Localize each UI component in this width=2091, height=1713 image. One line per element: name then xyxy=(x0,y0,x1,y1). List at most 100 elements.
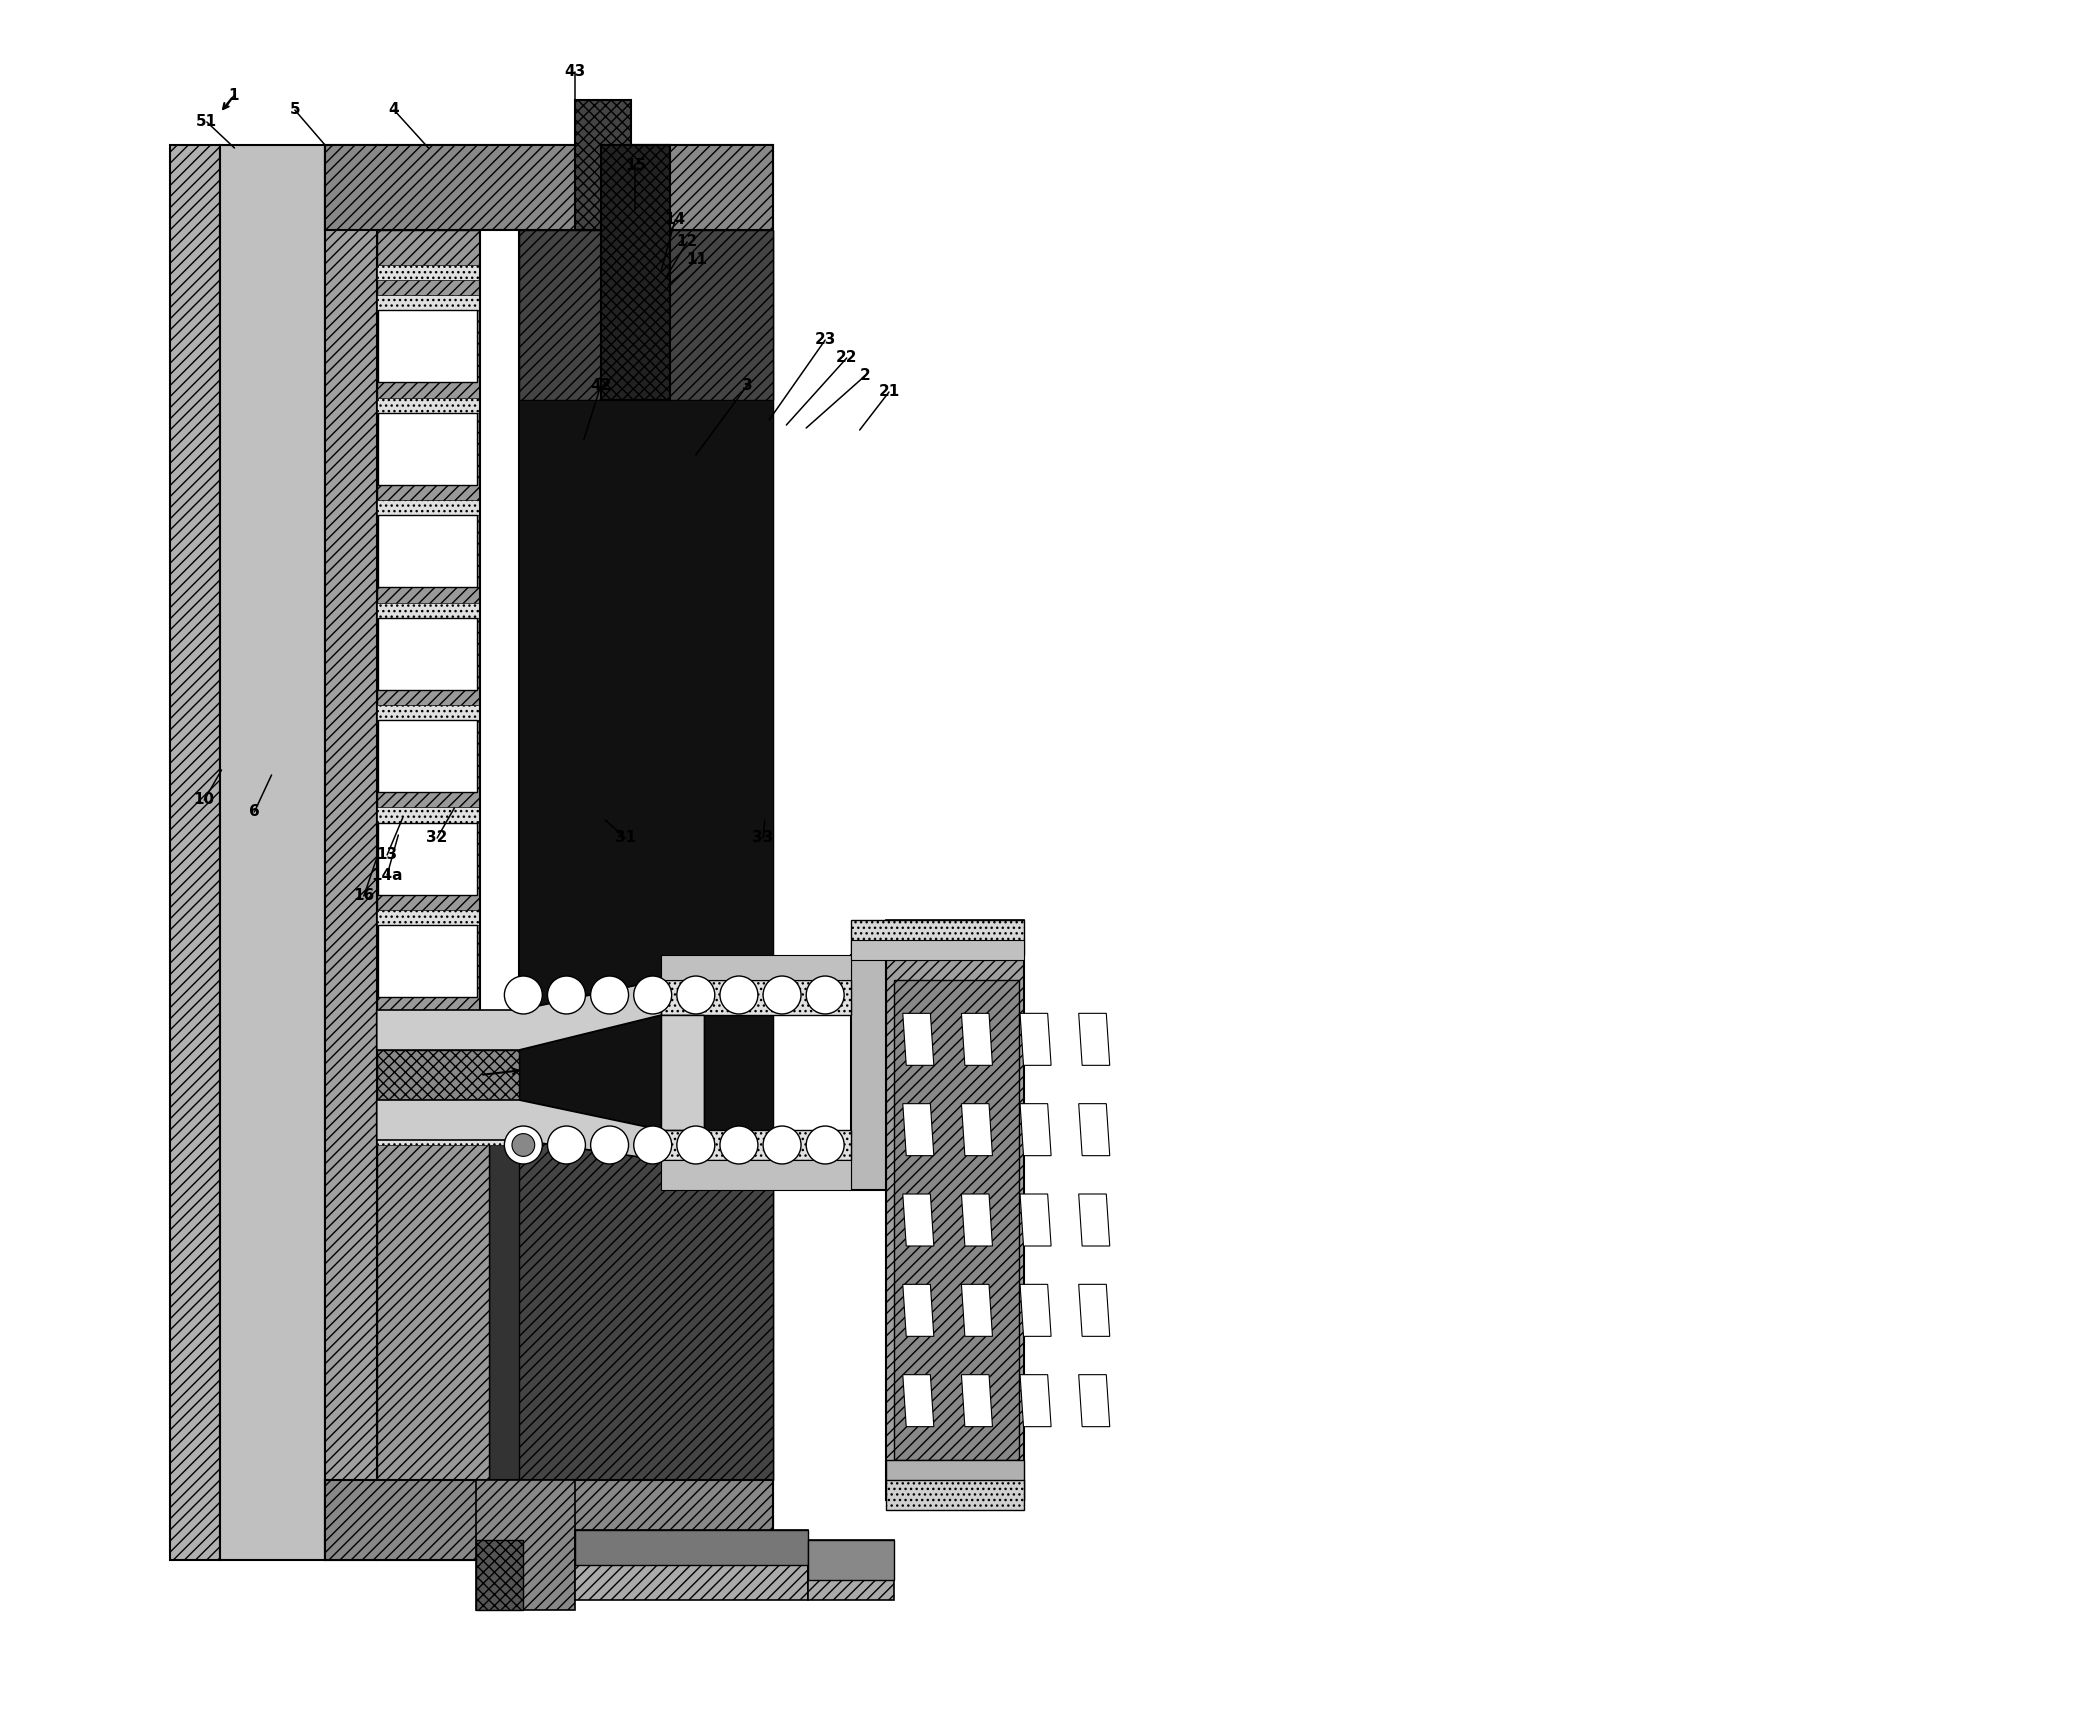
Text: 11: 11 xyxy=(686,252,707,267)
Circle shape xyxy=(504,976,542,1014)
Bar xyxy=(378,822,477,894)
Polygon shape xyxy=(1079,1194,1110,1245)
Bar xyxy=(661,1131,851,1160)
Text: 42: 42 xyxy=(590,377,613,392)
Bar xyxy=(807,1540,895,1600)
Polygon shape xyxy=(903,1194,935,1245)
Text: 14: 14 xyxy=(665,212,686,228)
Bar xyxy=(519,401,774,1131)
Bar xyxy=(575,99,631,230)
Bar xyxy=(376,807,481,822)
Polygon shape xyxy=(903,1374,935,1427)
Polygon shape xyxy=(376,980,661,1050)
Polygon shape xyxy=(903,1103,935,1156)
Bar xyxy=(477,1480,575,1610)
Bar xyxy=(575,1530,807,1600)
Bar xyxy=(481,230,519,1131)
Bar xyxy=(481,719,600,791)
Bar xyxy=(376,500,481,516)
Polygon shape xyxy=(962,1103,993,1156)
Text: 13: 13 xyxy=(376,848,397,863)
Bar xyxy=(884,959,1022,1501)
Bar xyxy=(324,1480,774,1561)
Bar xyxy=(575,1530,807,1566)
Bar xyxy=(895,980,1018,1459)
Polygon shape xyxy=(962,1194,993,1245)
Polygon shape xyxy=(1079,1285,1110,1336)
Bar xyxy=(481,413,600,485)
Circle shape xyxy=(590,976,629,1014)
Polygon shape xyxy=(376,1100,661,1160)
Bar xyxy=(378,618,477,690)
Text: 12: 12 xyxy=(677,235,698,250)
Bar xyxy=(661,1160,851,1191)
Circle shape xyxy=(807,976,845,1014)
Bar xyxy=(477,1540,523,1610)
Text: 1: 1 xyxy=(228,89,238,103)
Bar xyxy=(324,146,774,230)
Text: 33: 33 xyxy=(753,831,774,846)
Circle shape xyxy=(504,1125,542,1163)
Text: 21: 21 xyxy=(878,384,899,399)
Polygon shape xyxy=(1079,1103,1110,1156)
Bar xyxy=(378,413,477,485)
Text: 3: 3 xyxy=(742,377,753,392)
Polygon shape xyxy=(903,1285,935,1336)
Bar xyxy=(378,1028,477,1100)
Bar xyxy=(851,956,884,1191)
Polygon shape xyxy=(1020,1374,1052,1427)
Text: 31: 31 xyxy=(615,831,636,846)
Text: 4: 4 xyxy=(389,103,399,118)
Bar xyxy=(376,1131,600,1146)
Bar xyxy=(481,618,600,690)
Bar xyxy=(661,980,851,1016)
Circle shape xyxy=(634,976,671,1014)
Text: 16: 16 xyxy=(353,889,374,903)
Circle shape xyxy=(719,1125,757,1163)
Bar xyxy=(376,397,481,413)
Text: 51: 51 xyxy=(197,115,217,130)
Bar xyxy=(376,910,481,925)
Polygon shape xyxy=(962,1014,993,1065)
Text: 23: 23 xyxy=(815,332,836,348)
Bar xyxy=(481,1028,600,1100)
Circle shape xyxy=(590,1125,629,1163)
Text: 15: 15 xyxy=(625,158,646,173)
Polygon shape xyxy=(903,1014,935,1065)
Bar xyxy=(884,1459,1022,1501)
Bar xyxy=(376,1012,481,1028)
Bar xyxy=(169,146,220,1561)
Polygon shape xyxy=(962,1374,993,1427)
Text: 10: 10 xyxy=(194,793,215,807)
Circle shape xyxy=(719,976,757,1014)
Text: 22: 22 xyxy=(836,351,857,365)
Polygon shape xyxy=(1020,1103,1052,1156)
Circle shape xyxy=(512,1134,535,1156)
Bar xyxy=(376,603,481,618)
Bar xyxy=(600,146,669,401)
Bar xyxy=(324,146,376,1561)
Bar xyxy=(600,146,669,401)
Circle shape xyxy=(634,1125,671,1163)
Bar xyxy=(519,1131,774,1480)
Bar xyxy=(481,925,600,997)
Bar xyxy=(807,1540,895,1579)
Polygon shape xyxy=(1079,1374,1110,1427)
Bar xyxy=(481,822,600,894)
Bar xyxy=(220,146,324,1561)
Circle shape xyxy=(763,1125,801,1163)
Bar xyxy=(376,146,669,1561)
Bar xyxy=(378,516,477,588)
Bar xyxy=(851,940,1022,959)
Bar xyxy=(489,230,774,1480)
Bar xyxy=(661,1016,705,1131)
Polygon shape xyxy=(519,980,661,1050)
Bar xyxy=(378,925,477,997)
Text: 14a: 14a xyxy=(372,867,404,882)
Polygon shape xyxy=(519,1100,661,1160)
Bar xyxy=(884,920,1022,959)
Bar xyxy=(376,706,481,719)
Bar xyxy=(378,310,477,382)
Circle shape xyxy=(548,976,585,1014)
Bar xyxy=(600,146,774,1561)
